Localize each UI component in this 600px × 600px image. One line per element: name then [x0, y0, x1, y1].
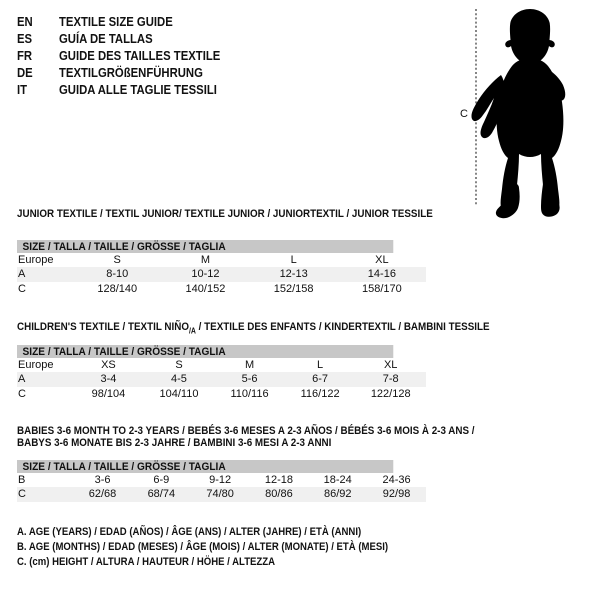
svg-text:C: C: [460, 108, 468, 120]
